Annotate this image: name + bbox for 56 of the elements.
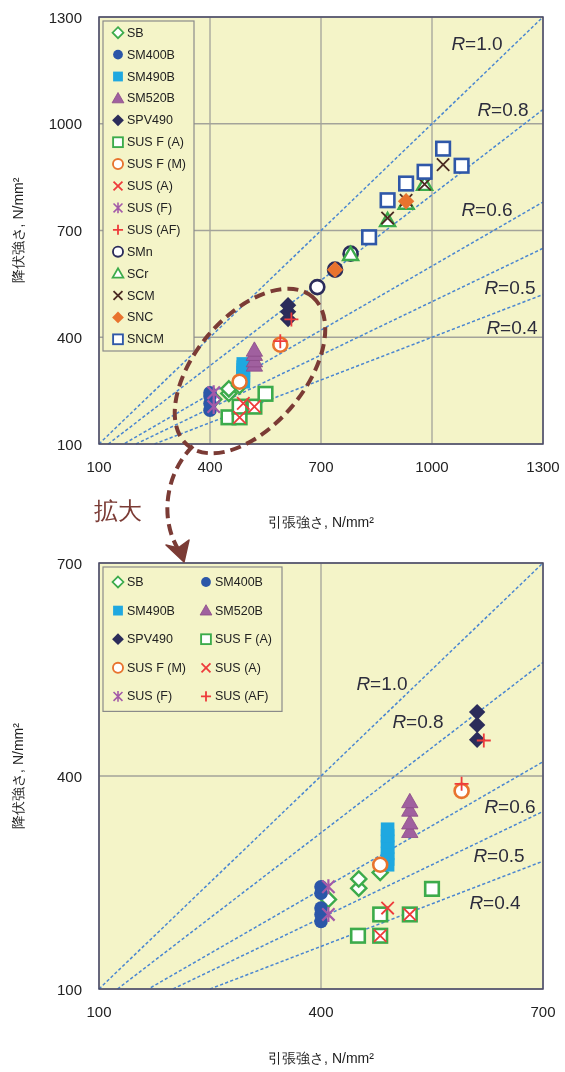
series-label: R=0.5 — [484, 276, 536, 298]
y-tick-label: 1000 — [48, 115, 82, 133]
legend-label: SUS (A) — [215, 660, 261, 675]
y-tick-label: 700 — [56, 222, 82, 239]
legend-label: SB — [127, 575, 144, 589]
text: 拡大 — [94, 496, 142, 524]
series-label: R=0.8 — [392, 710, 444, 732]
legend-label: SM490B — [127, 69, 175, 84]
legend-label: SM400B — [127, 47, 175, 62]
series-label: R=0.6 — [484, 795, 536, 817]
legend-label: SM490B — [127, 603, 175, 618]
legend-label: SUS F (M) — [127, 660, 187, 675]
legend-label: SUS (A) — [127, 179, 173, 193]
y-tick-label: 1300 — [48, 8, 82, 26]
legend-label: SUS (F) — [127, 689, 173, 704]
x-tick-label: 1000 — [415, 457, 449, 475]
series-label: R=0.4 — [469, 891, 522, 913]
y-tick-label: 400 — [56, 767, 82, 785]
legend-label: SUS F (A) — [127, 135, 184, 150]
series-label: R=0.6 — [461, 198, 513, 220]
series-label: R=0.8 — [477, 98, 529, 120]
x-tick-label: 100 — [86, 457, 112, 475]
legend-label: SNC — [127, 310, 154, 325]
series-label: R=0.5 — [473, 844, 525, 866]
series-label: R=1.0 — [451, 32, 503, 54]
legend-label: SUS (AF) — [215, 689, 269, 704]
legend-label: SB — [127, 25, 144, 40]
y-tick-label: 100 — [56, 435, 82, 453]
x-tick-label: 700 — [530, 1002, 556, 1020]
legend-label: SNCM — [127, 332, 164, 347]
legend-label: SUS (F) — [127, 200, 173, 215]
x-axis-title: 引張強さ, N/mm² — [268, 514, 375, 530]
y-tick-label: 700 — [56, 554, 82, 572]
legend-label: SM520B — [127, 91, 175, 106]
legend-label: SMn — [127, 244, 153, 259]
legend-label: SM520B — [215, 603, 263, 618]
legend-label: SPV490 — [127, 632, 173, 647]
x-tick-label: 400 — [308, 1002, 334, 1020]
legend-label: SUS (AF) — [127, 222, 181, 237]
x-tick-label: 400 — [197, 457, 223, 475]
y-tick-label: 400 — [56, 328, 82, 346]
legend-label: SCr — [127, 266, 149, 281]
legend-label: SCM — [127, 288, 155, 303]
x-axis-title: 引張強さ, N/mm² — [268, 1050, 375, 1066]
x-tick-label: 1300 — [526, 457, 560, 475]
y-tick-label: 100 — [56, 980, 82, 998]
y-axis-title: 降伏強さ, N/mm² — [10, 722, 26, 829]
legend-label: SM400B — [215, 575, 263, 589]
legend-label: SUS F (A) — [215, 632, 272, 647]
legend-label: SUS F (M) — [127, 157, 187, 172]
series-label: R=1.0 — [356, 672, 408, 694]
series-label: R=0.4 — [486, 316, 539, 338]
legend-label: SPV490 — [127, 113, 173, 128]
x-tick-label: 100 — [86, 1002, 112, 1020]
y-axis-title: 降伏強さ, N/mm² — [10, 177, 26, 284]
x-tick-label: 700 — [308, 457, 334, 475]
